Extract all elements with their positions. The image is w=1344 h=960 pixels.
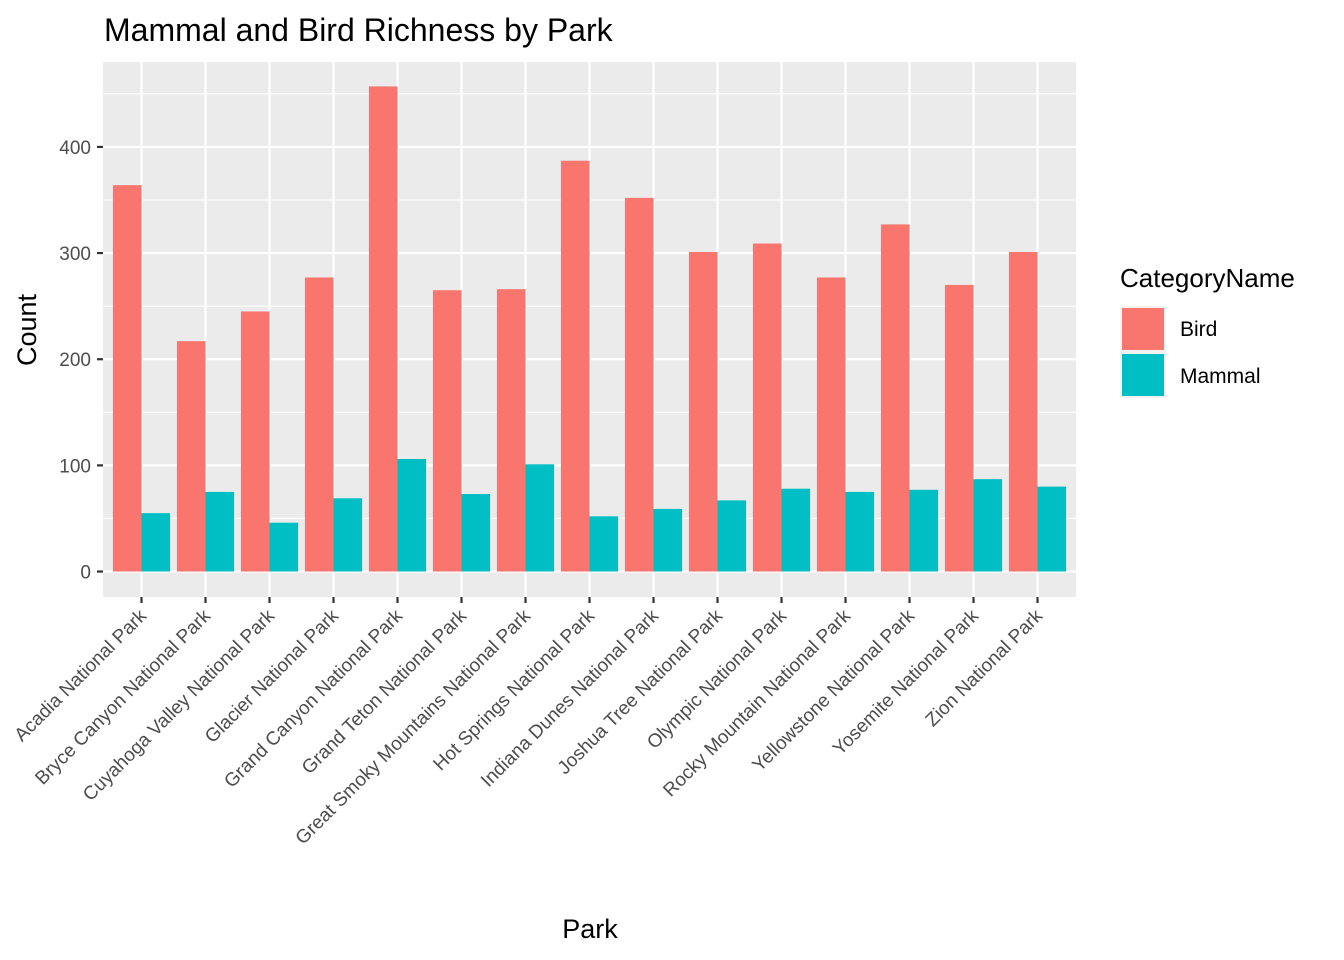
legend: CategoryName Bird Mammal	[1120, 263, 1295, 398]
y-tick-label: 200	[59, 350, 91, 371]
bar-mammal	[205, 491, 235, 572]
bar-bird	[240, 311, 270, 572]
bar-bird	[688, 252, 718, 572]
bar-mammal	[461, 494, 491, 572]
bar-mammal	[269, 522, 299, 572]
bar-mammal	[589, 516, 619, 572]
bar-bird	[496, 289, 526, 572]
y-tick-label: 0	[80, 563, 91, 584]
x-tick-label: Zion National Park	[922, 605, 1048, 731]
legend-title: CategoryName	[1120, 263, 1295, 293]
bar-bird	[304, 277, 334, 572]
bar-bird	[1008, 252, 1038, 572]
bar-mammal	[909, 489, 939, 572]
legend-label-mammal: Mammal	[1180, 365, 1261, 388]
bar-bird	[560, 160, 590, 572]
bar-bird	[880, 224, 910, 572]
legend-key-bird	[1122, 308, 1164, 350]
bar-mammal	[653, 508, 683, 572]
bar-bird	[624, 197, 654, 572]
bar-mammal	[845, 491, 875, 572]
x-axis-title: Park	[562, 914, 618, 944]
y-tick-label: 400	[59, 138, 91, 159]
legend-label-bird: Bird	[1180, 318, 1217, 341]
bar-mammal	[333, 498, 363, 572]
chart-title: Mammal and Bird Richness by Park	[104, 12, 614, 48]
bars	[112, 86, 1067, 572]
legend-key-mammal	[1122, 354, 1164, 396]
bar-mammal	[1037, 486, 1067, 572]
x-tick-label: Great Smoky Mountains National Park	[292, 605, 536, 849]
bar-mammal	[781, 488, 811, 572]
bar-bird	[176, 341, 206, 572]
bar-bird	[432, 290, 462, 572]
y-tick-label: 300	[59, 244, 91, 265]
y-axis-title: Count	[12, 293, 42, 366]
y-axis: 0 100 200 300 400	[59, 138, 103, 584]
bar-mammal	[397, 459, 427, 572]
bar-bird	[368, 86, 398, 572]
bar-mammal	[141, 513, 171, 572]
bar-mammal	[717, 500, 747, 572]
bar-bird	[944, 284, 974, 572]
bar-mammal	[525, 464, 555, 572]
bar-bird	[816, 277, 846, 572]
bar-mammal	[973, 479, 1003, 572]
bar-bird	[752, 243, 782, 572]
y-tick-label: 100	[59, 456, 91, 477]
bar-bird	[112, 185, 142, 572]
